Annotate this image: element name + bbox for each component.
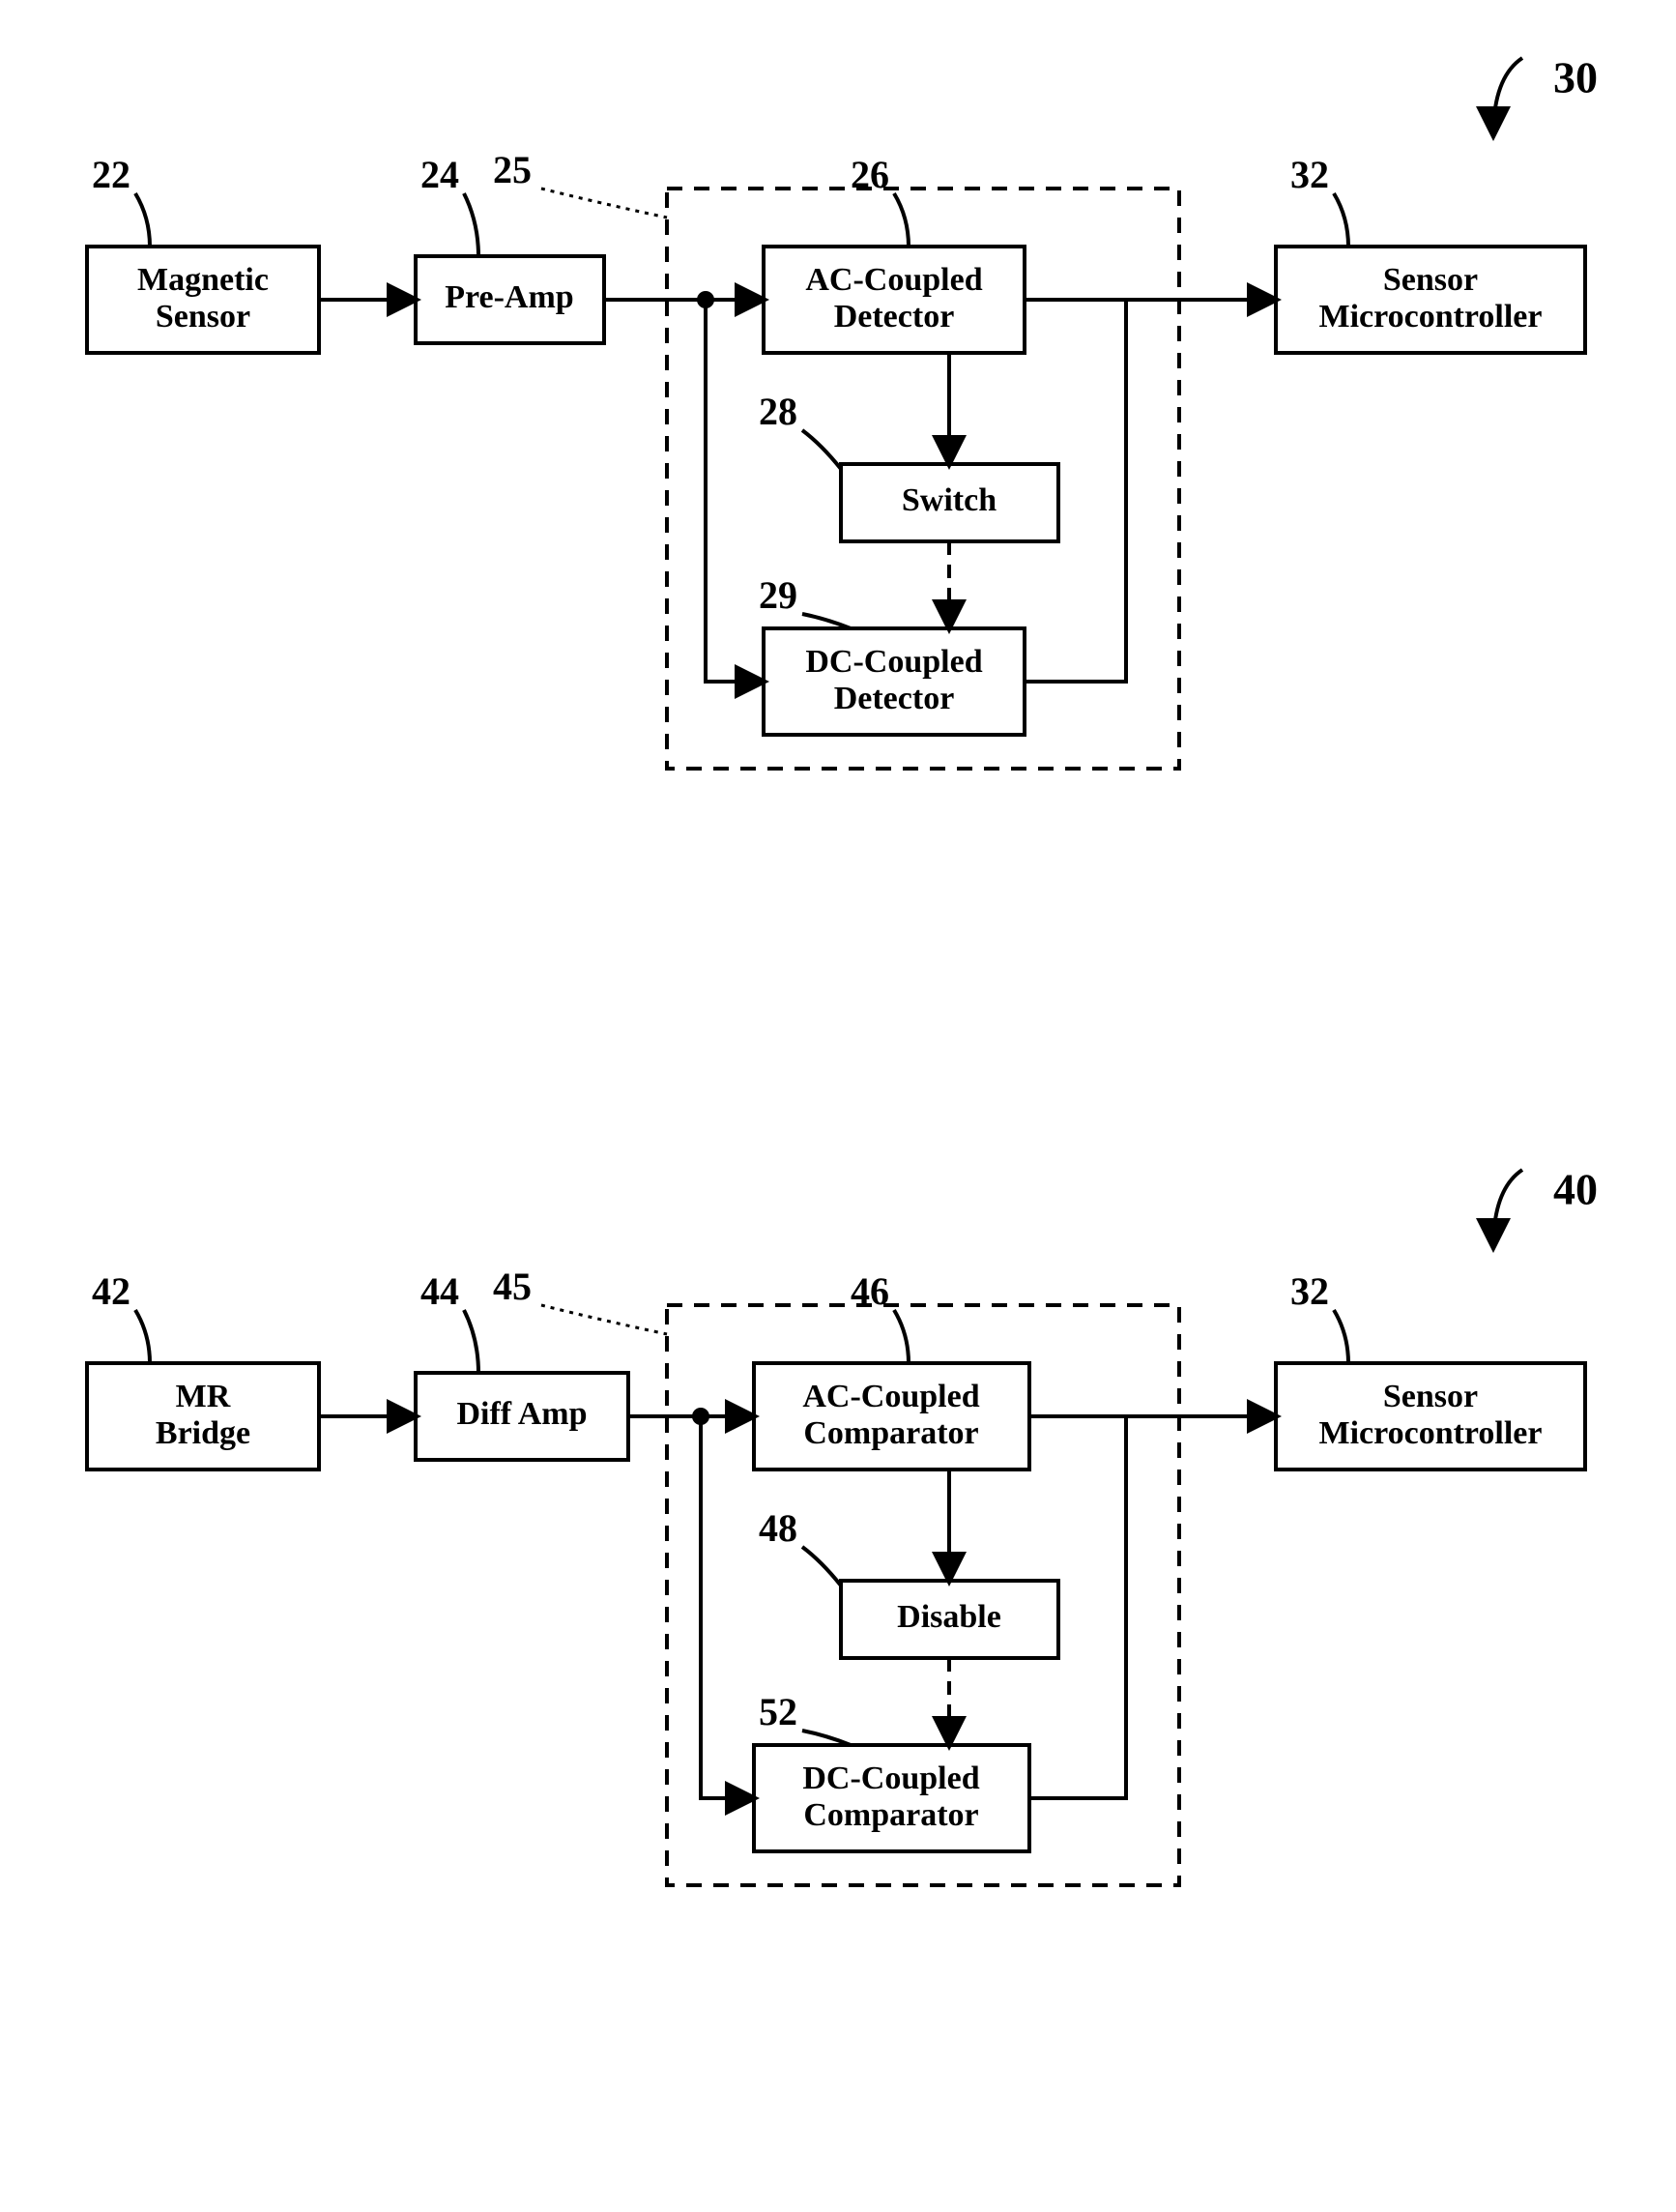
ref-num-32a: 32 xyxy=(1290,153,1329,196)
ref-num-29: 29 xyxy=(759,573,797,617)
label-ac-detector-l1: AC-Coupled xyxy=(805,262,982,298)
lead-48 xyxy=(802,1547,841,1586)
label-ac-comp-l1: AC-Coupled xyxy=(802,1379,979,1414)
ref-num-46: 46 xyxy=(851,1269,889,1313)
ref-num-42: 42 xyxy=(92,1269,130,1313)
label-sensor-micro-1-l1: Sensor xyxy=(1383,262,1478,298)
lead-42 xyxy=(135,1310,150,1363)
lead-44 xyxy=(464,1310,478,1373)
lead-32b xyxy=(1334,1310,1348,1363)
label-dc-comp-l2: Comparator xyxy=(803,1797,978,1833)
ref-hook-30 xyxy=(1493,58,1522,135)
label-ac-detector-l2: Detector xyxy=(834,299,955,335)
lead-45 xyxy=(541,1305,667,1334)
lead-25 xyxy=(541,189,667,218)
lead-32a xyxy=(1334,193,1348,247)
ref-num-40: 40 xyxy=(1553,1165,1598,1214)
ref-num-48: 48 xyxy=(759,1506,797,1550)
lead-46 xyxy=(894,1310,909,1363)
lead-22 xyxy=(135,193,150,247)
wire-junction-dc xyxy=(706,300,764,682)
lead-28 xyxy=(802,430,841,469)
ref-num-32b: 32 xyxy=(1290,1269,1329,1313)
lead-52 xyxy=(802,1731,851,1745)
ref-hook-40 xyxy=(1493,1170,1522,1247)
label-dc-detector-l2: Detector xyxy=(834,681,955,716)
label-mr-bridge-l1: MR xyxy=(176,1379,231,1414)
label-dc-comp-l1: DC-Coupled xyxy=(802,1761,979,1796)
label-mr-bridge-l2: Bridge xyxy=(156,1415,250,1451)
ref-num-25: 25 xyxy=(493,148,532,191)
ref-num-45: 45 xyxy=(493,1265,532,1308)
ref-num-28: 28 xyxy=(759,390,797,433)
ref-num-26: 26 xyxy=(851,153,889,196)
label-pre-amp: Pre-Amp xyxy=(445,279,573,315)
lead-26 xyxy=(894,193,909,247)
label-diff-amp: Diff Amp xyxy=(456,1396,587,1432)
ref-num-30: 30 xyxy=(1553,53,1598,102)
ref-num-52: 52 xyxy=(759,1690,797,1733)
ref-num-22: 22 xyxy=(92,153,130,196)
label-magnetic-sensor-l1: Magnetic xyxy=(137,262,269,298)
label-sensor-micro-2-l2: Microcontroller xyxy=(1319,1415,1543,1451)
ref-num-44: 44 xyxy=(420,1269,459,1313)
label-switch: Switch xyxy=(902,482,997,518)
label-disable: Disable xyxy=(897,1599,1001,1635)
label-magnetic-sensor-l2: Sensor xyxy=(156,299,250,335)
wire-junction-dc-2 xyxy=(701,1416,754,1798)
label-ac-comp-l2: Comparator xyxy=(803,1415,978,1451)
label-sensor-micro-2-l1: Sensor xyxy=(1383,1379,1478,1414)
label-dc-detector-l1: DC-Coupled xyxy=(805,644,982,680)
lead-29 xyxy=(802,614,851,628)
ref-num-24: 24 xyxy=(420,153,459,196)
lead-24 xyxy=(464,193,478,256)
label-sensor-micro-1-l2: Microcontroller xyxy=(1319,299,1543,335)
